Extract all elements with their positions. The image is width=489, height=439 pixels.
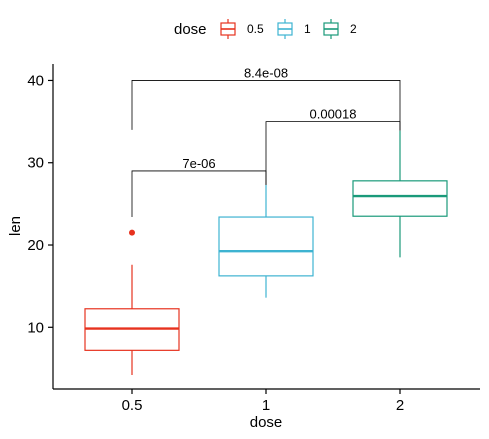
p-value-label: 8.4e-08 bbox=[244, 65, 288, 80]
legend-entry-1: 1 bbox=[277, 19, 311, 39]
legend-entry-0.5: 0.5 bbox=[220, 19, 264, 39]
y-tick-label: 20 bbox=[27, 237, 44, 254]
legend-label: 0.5 bbox=[247, 22, 264, 36]
x-axis-title: dose bbox=[250, 414, 283, 431]
box-0.5 bbox=[84, 229, 180, 376]
boxes bbox=[84, 130, 448, 376]
legend-entry-2: 2 bbox=[323, 19, 357, 39]
y-axis-title: len bbox=[7, 216, 24, 236]
box-1 bbox=[218, 184, 314, 298]
y-tick-label: 30 bbox=[27, 155, 44, 172]
p-value-label: 0.00018 bbox=[310, 107, 357, 122]
y-tick-label: 40 bbox=[27, 72, 44, 89]
box-body bbox=[218, 216, 314, 277]
comparison-bracket: 8.4e-08 bbox=[131, 65, 401, 131]
x-tick-label: 1 bbox=[262, 397, 270, 414]
legend-title: dose bbox=[174, 21, 207, 38]
y-tick-label: 10 bbox=[27, 319, 44, 336]
y-ticks: 10 20 30 40 bbox=[27, 72, 53, 336]
x-ticks: 0.5 1 2 bbox=[122, 389, 404, 414]
legend: dose 0.5 1 2 bbox=[174, 19, 357, 39]
legend-label: 2 bbox=[350, 22, 357, 36]
box-body bbox=[352, 180, 448, 217]
x-tick-label: 0.5 bbox=[122, 397, 143, 414]
comparison-brackets: 7e-06 0.00018 8.4e-08 bbox=[131, 65, 401, 218]
legend-label: 1 bbox=[304, 22, 311, 36]
box-2 bbox=[352, 130, 448, 258]
comparison-bracket: 7e-06 bbox=[131, 156, 267, 218]
bracket-line bbox=[131, 80, 401, 131]
x-tick-label: 2 bbox=[396, 397, 404, 414]
comparison-bracket: 0.00018 bbox=[265, 107, 401, 185]
bracket-line bbox=[265, 121, 401, 185]
bracket-line bbox=[131, 170, 267, 218]
p-value-label: 7e-06 bbox=[182, 156, 215, 171]
outlier-point bbox=[129, 229, 135, 236]
